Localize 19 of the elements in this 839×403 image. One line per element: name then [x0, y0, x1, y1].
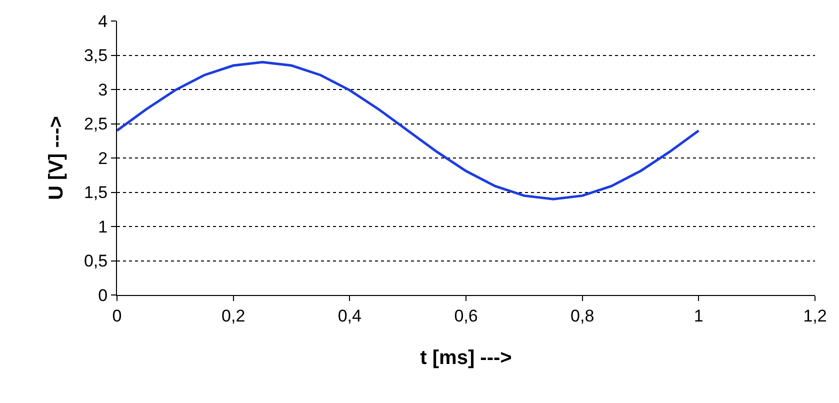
x-tick-label: 0,6	[454, 306, 478, 326]
x-tick-label: 0	[112, 306, 122, 326]
y-axis-title: U [V] --->	[45, 116, 68, 200]
y-tick-label: 3,5	[84, 46, 108, 66]
y-tick-label: 4	[98, 12, 108, 31]
x-tick-label: 0,2	[222, 306, 246, 326]
y-tick-label: 0,5	[84, 252, 108, 271]
y-tick-label: 2	[98, 148, 108, 168]
x-tick-label: 0,4	[338, 306, 362, 326]
x-tick-label: 1	[694, 306, 704, 326]
line-series	[117, 60, 700, 200]
x-tick-label: 1,2	[803, 306, 827, 326]
y-tick-label: 2,5	[84, 114, 108, 134]
y-tick-label: 1,5	[84, 183, 108, 202]
y-tick-label: 3	[98, 80, 108, 100]
x-tick-label: 0,8	[570, 306, 594, 326]
y-tick-label: 0	[98, 286, 108, 305]
y-tick-label: 1	[98, 217, 108, 236]
x-axis-title: t [ms] --->	[420, 346, 512, 369]
